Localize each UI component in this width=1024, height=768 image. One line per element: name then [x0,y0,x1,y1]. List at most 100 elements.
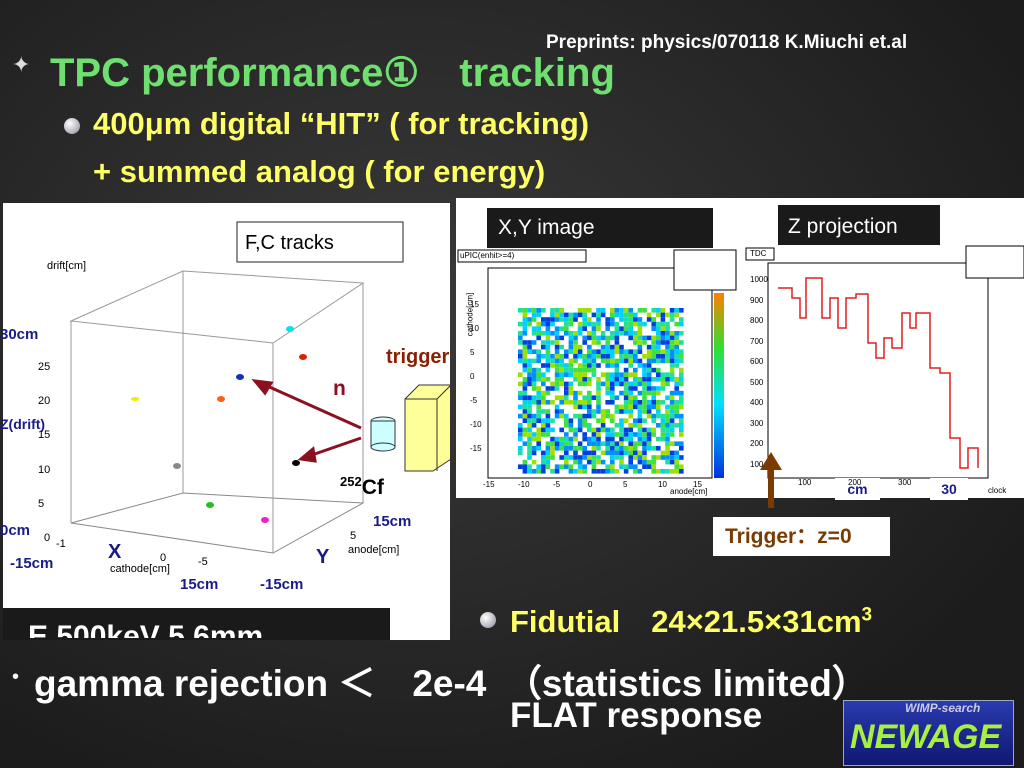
tick-label: 15 [693,480,702,489]
pixel [619,317,624,322]
pixel [596,326,601,331]
pixel [518,450,523,456]
pixel [660,381,666,387]
pixel [614,349,620,354]
pixel [651,464,656,469]
pixel [610,317,615,322]
panel-label: X,Y image [498,216,595,239]
pixel [550,427,555,433]
pixel [550,321,555,327]
pixel [564,464,569,469]
pixel [642,418,647,423]
tick-label: 700 [750,336,764,346]
pixel [559,377,564,382]
pixel [651,400,656,405]
pixel [610,450,615,456]
plot-title: uPIC(enhit>=4) [460,251,515,260]
pixel [545,386,551,391]
pixel [651,349,656,354]
pixel [633,377,638,382]
pixel [591,395,597,400]
pixel [573,317,578,322]
pixel [614,469,620,474]
pixel [577,469,583,474]
pixel [591,363,597,368]
pixel [545,349,551,354]
pixel [669,363,675,368]
pixel [545,335,551,341]
pixel [646,367,652,373]
pixel [614,395,620,400]
length-box: 30 [930,478,968,500]
pixel [614,335,620,341]
pixel [573,312,578,318]
pixel [527,455,532,460]
pixel [554,363,560,368]
pixel [582,455,587,460]
pixel [646,404,652,410]
pixel [600,381,606,387]
pixel [665,395,670,400]
pixel [628,436,633,442]
pixel [628,413,633,419]
pixel [587,354,592,359]
pixel [660,340,666,345]
pixel [591,372,597,377]
pixel [669,340,675,345]
pixel [614,367,620,373]
pixel [614,331,620,336]
pixel [619,312,624,318]
pixel [527,344,532,350]
pixel [568,464,574,469]
pixel [646,441,652,446]
pixel [518,381,523,387]
pixel [545,446,551,451]
pixel [642,386,647,391]
pixel [633,331,638,336]
pixel [614,432,620,437]
pixel [577,331,583,336]
pixel [665,450,670,456]
pixel [573,469,578,474]
pixel [660,331,666,336]
pixel [628,358,633,364]
pixel [614,446,620,451]
pixel [527,427,532,433]
pixel [646,413,652,419]
pixel [550,358,555,364]
pixel [564,436,569,442]
pixel [550,436,555,442]
pixel [596,381,601,387]
pixel [541,469,546,474]
pixel [582,418,587,423]
pixel [536,321,541,327]
pixel [665,340,670,345]
pixel [591,340,597,345]
pixel [637,413,643,419]
pixel [573,395,578,400]
pixel [665,469,670,474]
plots-panel [456,198,1024,498]
pixel [522,367,528,373]
pixel [614,326,620,331]
pixel [564,354,569,359]
pixel [656,321,661,327]
pixel [568,386,574,391]
pixel [660,326,666,331]
pixel [619,372,624,377]
pixel [610,446,615,451]
pixel [554,413,560,419]
tick-label: 10 [658,480,667,489]
pixel [619,418,624,423]
pixel [536,469,541,474]
pixel [518,395,523,400]
pixel [522,464,528,469]
pixel [554,469,560,474]
pixel [674,450,679,456]
pixel [527,418,532,423]
pixel [591,441,597,446]
pixel [541,377,546,382]
pixel [623,427,629,433]
axis-title: anode[cm] [348,544,400,556]
pixel [536,331,541,336]
